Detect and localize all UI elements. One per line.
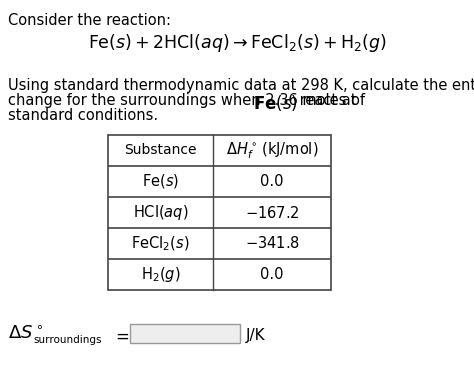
Text: $-167.2$: $-167.2$ [245,205,299,220]
Text: Consider the reaction:: Consider the reaction: [8,13,171,28]
Bar [130,324,240,343]
Text: $\Delta H_f^\circ\,\mathrm{(kJ/mol)}$: $\Delta H_f^\circ\,\mathrm{(kJ/mol)}$ [226,140,318,161]
Text: surroundings: surroundings [33,335,101,345]
Text: $\mathbf{Fe}(\mathit{s})$: $\mathbf{Fe}(\mathit{s})$ [253,93,298,113]
Text: change for the surroundings when 2.36 moles of: change for the surroundings when 2.36 mo… [8,93,370,108]
Text: $\mathrm{Fe}(s)$: $\mathrm{Fe}(s)$ [142,172,179,190]
Text: Substance: Substance [124,143,197,157]
Text: $\mathrm{Fe}(s) + \mathrm{2HCl}(aq) \rightarrow \mathrm{FeCl_2}(s) + \mathrm{H_2: $\mathrm{Fe}(s) + \mathrm{2HCl}(aq) \rig… [88,32,386,54]
Text: $-341.8$: $-341.8$ [245,235,300,251]
Text: 0.0: 0.0 [260,174,284,189]
Text: $\mathrm{HCl}(aq)$: $\mathrm{HCl}(aq)$ [133,203,188,222]
Text: =: = [115,328,129,346]
Text: $\mathrm{FeCl_2}(s)$: $\mathrm{FeCl_2}(s)$ [131,234,190,253]
Text: $\mathrm{H_2}(g)$: $\mathrm{H_2}(g)$ [141,265,180,284]
Text: J/K: J/K [246,328,265,343]
Text: Using standard thermodynamic data at 298 K, calculate the entropy: Using standard thermodynamic data at 298… [8,78,474,93]
Text: 0.0: 0.0 [260,267,284,282]
Text: standard conditions.: standard conditions. [8,108,158,123]
Text: $\Delta S^\circ$: $\Delta S^\circ$ [8,325,43,343]
Text: react at: react at [295,93,356,108]
